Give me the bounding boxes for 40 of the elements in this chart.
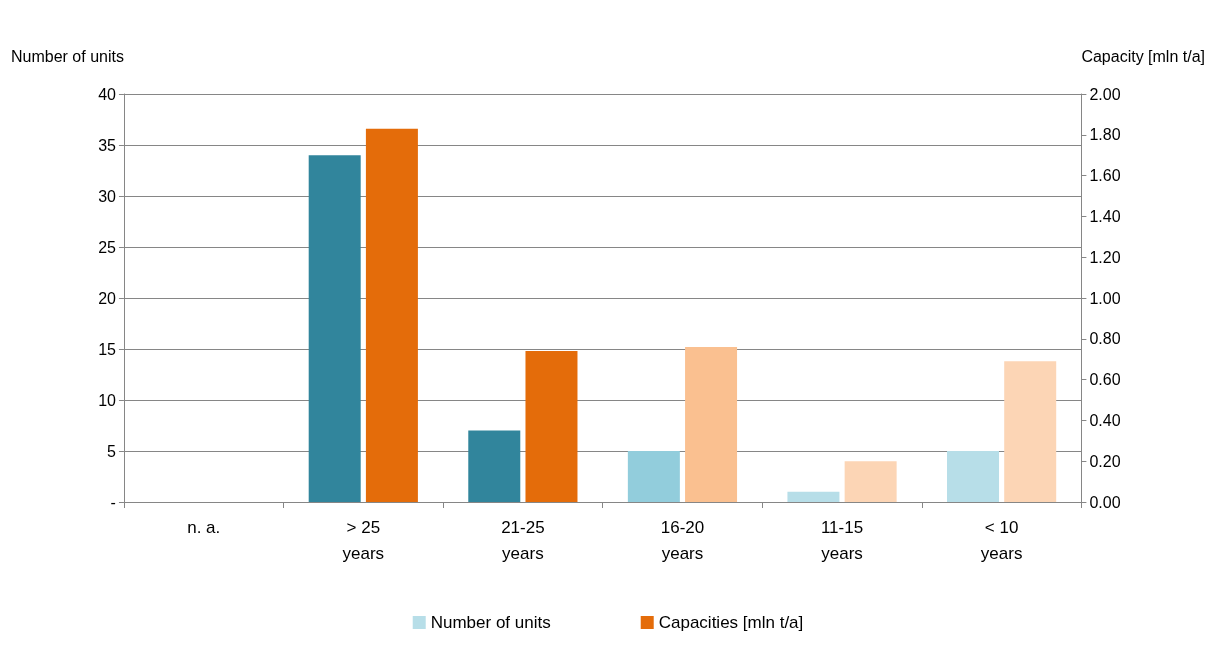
- y-tick-label: 40: [98, 85, 117, 103]
- bar: [627, 451, 680, 502]
- x-tick-label: n. a.: [187, 517, 221, 537]
- y-tick-label: 15: [98, 340, 117, 358]
- y-tick-label: -: [110, 493, 116, 511]
- x-tick-label: 16-20 years: [660, 517, 705, 563]
- y2-tick-label: 2.00: [1089, 85, 1121, 103]
- bar: [468, 430, 521, 502]
- legend-label: Capacities [mln t/a]: [658, 613, 804, 632]
- bar: [787, 491, 840, 502]
- bar: [365, 128, 418, 502]
- y2-tick-label: 1.80: [1089, 126, 1121, 144]
- bar: [308, 155, 361, 502]
- y-tick-label: 25: [98, 238, 117, 256]
- y2-tick-label: 0.60: [1089, 371, 1121, 389]
- bar: [685, 346, 738, 502]
- y2-tick-label: 1.40: [1089, 207, 1121, 225]
- bar: [1004, 361, 1057, 502]
- y-tick-label: 5: [107, 442, 117, 460]
- y-tick-label: 20: [98, 289, 117, 307]
- y2-tick-label: 0.80: [1089, 330, 1121, 348]
- y2-axis-title: Capacity [mln t/a]: [1081, 47, 1206, 65]
- y2-tick-label: 1.60: [1089, 167, 1121, 185]
- y2-tick-label: 0.20: [1089, 452, 1121, 470]
- x-tick-label: > 25 years: [342, 517, 385, 563]
- y-axis-title: Number of units: [11, 47, 124, 65]
- y-tick-label: 35: [98, 136, 117, 154]
- x-tick-label: < 10 years: [980, 517, 1023, 563]
- y2-tick-label: 0.00: [1089, 493, 1121, 511]
- bar: [525, 351, 578, 502]
- bar: [844, 461, 897, 502]
- y-tick-label: 30: [98, 187, 117, 205]
- x-tick-label: 11-15 years: [820, 517, 864, 563]
- y2-tick-label: 1.00: [1089, 289, 1121, 307]
- y2-tick-label: 0.40: [1089, 411, 1121, 429]
- y2-tick-label: 1.20: [1089, 248, 1121, 266]
- y-tick-label: 10: [98, 391, 117, 409]
- legend-label: Number of units: [430, 613, 551, 632]
- x-tick-label: 21-25 years: [501, 517, 545, 563]
- bar: [947, 451, 1000, 502]
